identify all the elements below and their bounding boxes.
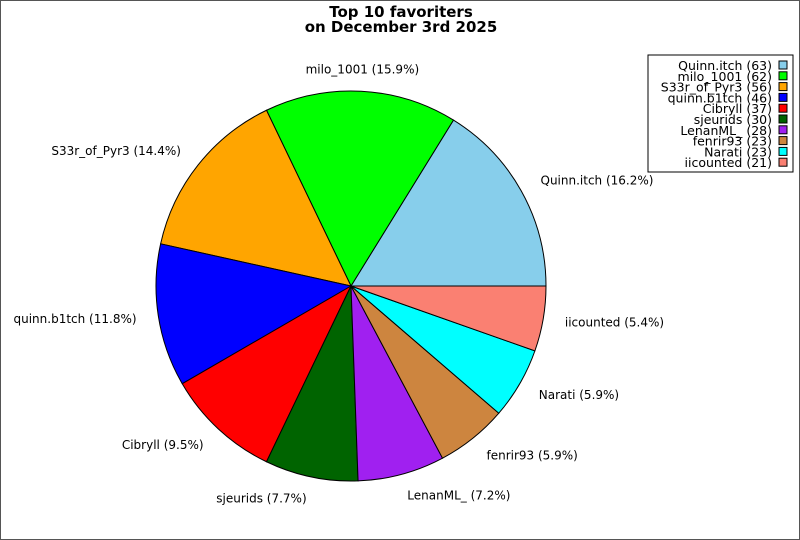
legend-label: LenanML_ (28) (680, 123, 772, 138)
slice-label: fenrir93 (5.9%) (486, 449, 577, 463)
legend-label: sjeurids (30) (694, 112, 772, 127)
slice-label: iicounted (5.4%) (565, 316, 664, 330)
pie-slice-milo_1001 (265, 90, 455, 288)
pie-slice-Quinn.itch (350, 119, 547, 287)
legend-swatch (778, 103, 788, 113)
legend-swatch (778, 60, 788, 70)
legend-swatch (778, 114, 788, 124)
legend-swatch (778, 136, 788, 146)
slice-label: Quinn.itch (16.2%) (541, 173, 654, 187)
legend-label: milo_1001 (62) (678, 69, 772, 84)
slice-label: LenanML_ (7.2%) (407, 489, 510, 503)
legend-label: iicounted (21) (685, 155, 772, 170)
slice-label: quinn.b1tch (11.8%) (14, 312, 137, 326)
legend-label: Quinn.itch (63) (678, 58, 772, 73)
pie-slice-sjeurids (265, 285, 359, 482)
pie-slice-S33r_of_Pyr3 (160, 109, 352, 287)
slice-label: sjeurids (7.7%) (216, 491, 306, 505)
slice-label: S33r_of_Pyr3 (14.4%) (51, 144, 181, 158)
legend-swatch (778, 92, 788, 102)
legend-label: quinn.b1tch (46) (668, 90, 772, 105)
legend-label: Cibryll (37) (703, 101, 772, 116)
pie-slice-iicounted (350, 285, 547, 352)
legend-label: fenrir93 (23) (693, 134, 772, 149)
legend-swatch (778, 71, 788, 81)
slice-label: milo_1001 (15.9%) (306, 62, 420, 76)
slice-label: Narati (5.9%) (539, 388, 619, 402)
legend-box (647, 54, 794, 173)
legend-swatch (778, 157, 788, 167)
pie-slice-quinn.b1tch (155, 243, 353, 385)
legend-swatch (778, 146, 788, 156)
legend-swatch (778, 82, 788, 92)
chart-title-line2: on December 3rd 2025 (305, 18, 498, 36)
pie-slice-Cibryll (181, 284, 353, 463)
slice-label: Cibryll (9.5%) (122, 438, 204, 452)
chart-title-line1: Top 10 favoriters (329, 3, 473, 21)
legend-label: S33r_of_Pyr3 (56) (661, 80, 772, 95)
legend: Quinn.itch (63)milo_1001 (62)S33r_of_Pyr… (647, 54, 794, 173)
legend-swatch (778, 125, 788, 135)
legend-label: Narati (23) (704, 144, 772, 159)
